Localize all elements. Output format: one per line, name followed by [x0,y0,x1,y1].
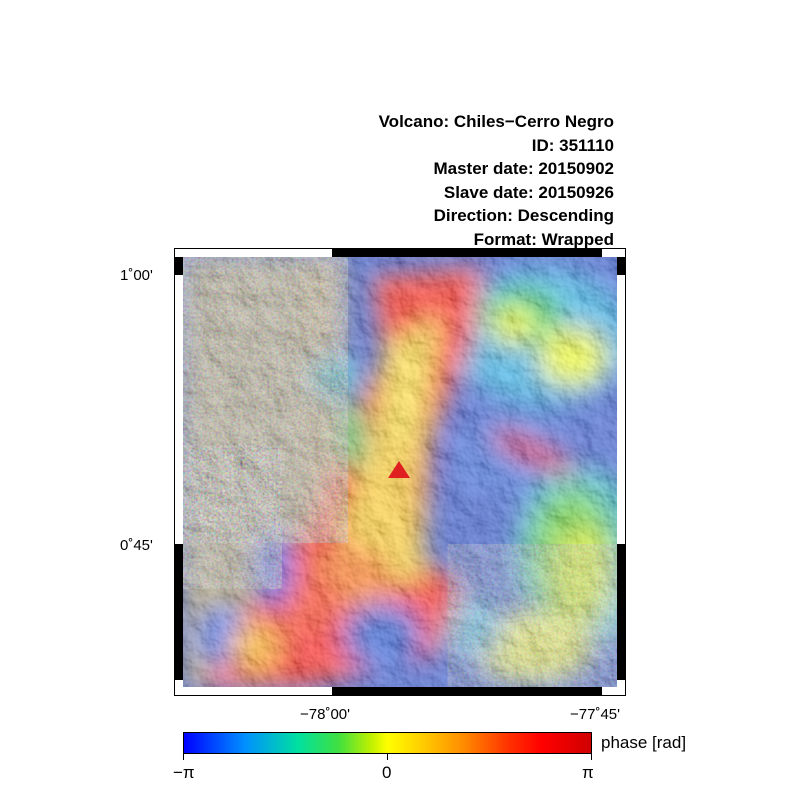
volcano-name: Volcano: Chiles−Cerro Negro [378,112,614,131]
interferogram-raster [183,257,617,687]
lon-label-west: −78˚00' [300,706,350,723]
phase-colorbar [183,732,592,754]
phase-format: Format: Wrapped [473,229,614,249]
map-title-block: Volcano: Chiles−Cerro Negro ID: 351110 M… [379,110,614,252]
frame-segment [617,257,626,275]
interferogram-id: ID: 351110 [531,135,614,155]
frame-segment [332,687,602,696]
frame-segment [332,248,602,257]
frame-segment [174,257,183,275]
interferogram-map [183,257,617,687]
lat-label-south: 0˚45' [120,537,153,554]
colorbar-max-label: π [582,763,594,782]
frame-segment [174,544,183,680]
colorbar-label: phase [rad] [601,733,687,752]
colorbar-mid-label: 0 [382,763,392,782]
orbit-direction: Direction: Descending [433,206,614,226]
colorbar-tick [183,754,184,760]
lat-label-north: 1˚00' [120,267,153,284]
colorbar-tick [591,754,592,760]
lon-label-east: −77˚45' [570,706,620,723]
volcano-triangle-icon [388,461,410,478]
slave-date: Slave date: 20150926 [443,182,614,202]
master-date: Master date: 20150902 [433,159,614,179]
colorbar-tick [387,754,388,760]
map-frame [174,248,626,696]
frame-segment [617,544,626,680]
colorbar-min-label: −π [173,763,195,782]
